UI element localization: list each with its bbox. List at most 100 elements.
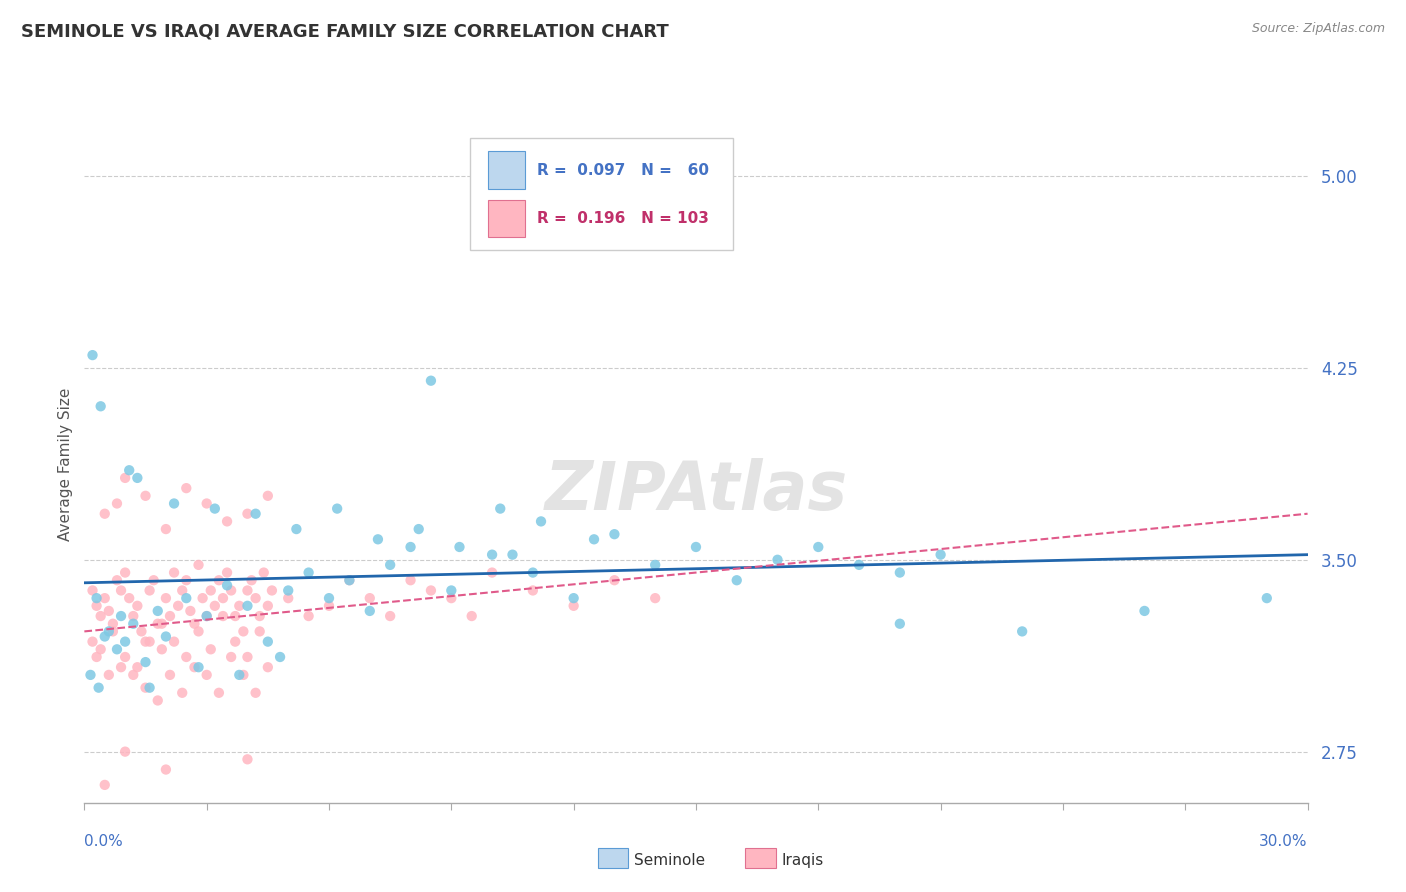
Point (135, 489, 157, 503)
Point (127, 599, 149, 613)
Point (1011, 624, 1033, 639)
Point (603, 527, 626, 541)
Point (114, 650, 136, 665)
Point (603, 573, 626, 587)
Point (118, 463, 141, 477)
Point (187, 624, 209, 639)
FancyBboxPatch shape (488, 152, 524, 189)
Point (249, 624, 271, 639)
Point (82, 583, 104, 598)
Point (138, 681, 160, 695)
Point (93, 630, 115, 644)
Point (530, 515, 553, 529)
Point (97, 604, 120, 618)
Point (208, 686, 231, 700)
Point (114, 634, 136, 648)
Point (146, 693, 169, 707)
Point (86, 599, 108, 613)
Point (163, 634, 186, 648)
Point (174, 591, 197, 606)
Point (204, 501, 226, 516)
Point (260, 583, 283, 598)
Point (135, 634, 157, 648)
Point (187, 558, 209, 572)
Point (105, 573, 128, 587)
Point (167, 599, 190, 613)
Point (127, 660, 149, 674)
Point (326, 501, 349, 516)
Point (183, 616, 205, 631)
Point (848, 558, 870, 572)
Point (298, 566, 321, 580)
Point (236, 752, 259, 766)
Point (146, 616, 169, 631)
Point (440, 583, 463, 598)
Point (159, 668, 181, 682)
Point (155, 591, 177, 606)
Point (79, 668, 101, 682)
Point (420, 583, 443, 598)
Point (269, 650, 291, 665)
Point (212, 609, 235, 624)
Point (380, 609, 402, 624)
Point (150, 642, 173, 657)
Point (217, 566, 239, 580)
Point (257, 634, 280, 648)
Point (408, 522, 430, 536)
Point (562, 599, 585, 613)
Point (236, 507, 259, 521)
Point (195, 609, 218, 624)
Point (138, 634, 160, 648)
Point (93, 778, 115, 792)
Point (359, 591, 381, 606)
Text: R =  0.097   N =   60: R = 0.097 N = 60 (537, 162, 709, 178)
Point (232, 668, 254, 682)
Point (172, 686, 194, 700)
Point (110, 660, 132, 674)
Point (82, 348, 104, 362)
Point (187, 660, 209, 674)
Point (285, 522, 308, 536)
Point (522, 583, 544, 598)
Point (501, 548, 523, 562)
Point (122, 609, 145, 624)
Point (114, 566, 136, 580)
Point (489, 501, 512, 516)
Point (110, 609, 132, 624)
Point (93, 591, 115, 606)
Point (163, 566, 186, 580)
Point (380, 558, 402, 572)
Point (644, 558, 666, 572)
Point (766, 553, 789, 567)
Text: R =  0.196   N = 103: R = 0.196 N = 103 (537, 211, 709, 226)
Point (807, 540, 830, 554)
Point (582, 533, 605, 547)
Point (481, 566, 503, 580)
Point (1256, 591, 1278, 606)
Point (644, 591, 666, 606)
FancyBboxPatch shape (470, 138, 733, 251)
Point (228, 668, 250, 682)
Text: Seminole: Seminole (634, 853, 706, 868)
Point (142, 573, 165, 587)
Point (101, 624, 124, 639)
Point (481, 548, 503, 562)
Text: SEMINOLE VS IRAQI AVERAGE FAMILY SIZE CORRELATION CHART: SEMINOLE VS IRAQI AVERAGE FAMILY SIZE CO… (21, 22, 669, 40)
Point (257, 660, 280, 674)
Point (122, 668, 145, 682)
Text: Iraqis: Iraqis (782, 853, 824, 868)
Point (155, 522, 177, 536)
Point (359, 604, 381, 618)
Point (195, 609, 218, 624)
Point (236, 583, 259, 598)
Point (236, 599, 259, 613)
Point (224, 634, 246, 648)
Point (172, 583, 194, 598)
Point (522, 566, 544, 580)
Point (249, 609, 271, 624)
Point (195, 496, 218, 510)
Point (318, 591, 340, 606)
Point (204, 599, 226, 613)
Point (90, 609, 112, 624)
Point (1133, 604, 1156, 618)
